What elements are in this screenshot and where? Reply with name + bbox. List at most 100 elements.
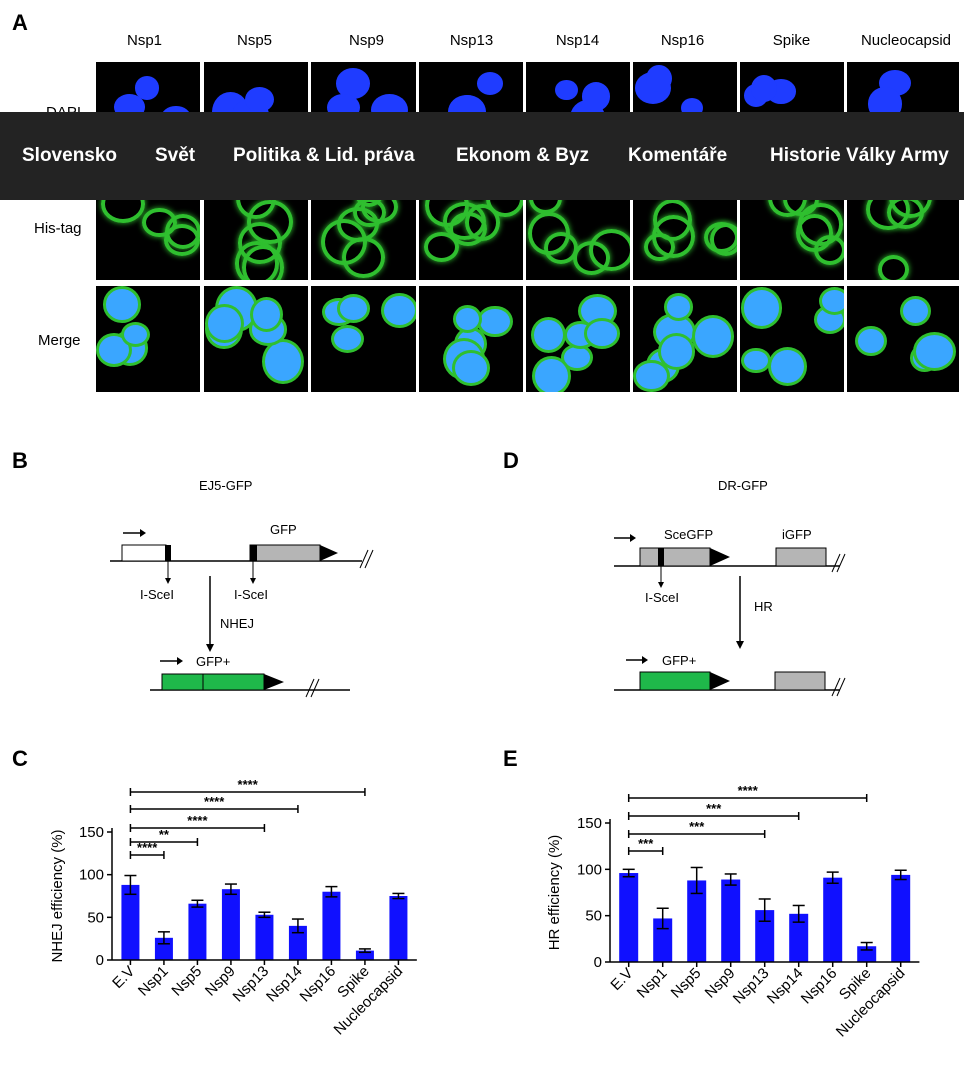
bar-nsp16: [322, 891, 341, 960]
nav-item-slovensko[interactable]: Slovensko: [22, 145, 118, 166]
x-tick-label: Nsp14: [263, 963, 306, 1006]
significance-label: ****: [137, 840, 158, 855]
nav-item-ekonom[interactable]: Ekonom & Byz: [456, 145, 590, 166]
y-tick-label: 100: [79, 867, 104, 884]
cell: [913, 331, 957, 371]
iscei-site-2: [250, 545, 257, 561]
cell: [741, 347, 771, 374]
column-label-nsp16: Nsp16: [660, 32, 705, 49]
cell: [652, 214, 695, 258]
significance-label: ***: [706, 801, 722, 816]
nav-item-politika[interactable]: Politika & Lid. práva: [233, 145, 415, 166]
cell: [204, 303, 244, 344]
significance-label: ****: [738, 783, 759, 798]
panel-c-letter: C: [12, 746, 28, 771]
cell: [663, 293, 694, 322]
significance-label: ****: [238, 777, 259, 792]
panel-b-title: EJ5-GFP: [199, 478, 253, 493]
cell: [583, 318, 621, 350]
iscei-site-2-label: I-SceI: [234, 587, 268, 602]
micrograph-his-tag-nsp5: [204, 172, 308, 280]
column-label-nsp13: Nsp13: [449, 32, 494, 49]
gfp-plus-label-d: GFP+: [662, 653, 697, 668]
column-label-nsp1: Nsp1: [126, 32, 163, 49]
cell: [448, 211, 487, 246]
cell: [244, 86, 275, 113]
cell: [691, 314, 735, 358]
bar-nsp14: [789, 913, 809, 962]
iscei-site-1: [165, 545, 171, 561]
y-tick-label: 50: [585, 908, 602, 925]
hr-label: HR: [754, 599, 773, 614]
bar-nsp5: [687, 880, 707, 962]
significance-label: ***: [689, 819, 705, 834]
x-tick-label: Nsp13: [230, 963, 273, 1006]
y-tick-label: 100: [577, 861, 602, 878]
bar-nsp16: [823, 877, 843, 962]
iscei-site-1-label: I-SceI: [140, 587, 174, 602]
nhej-label: NHEJ: [220, 616, 254, 631]
cell: [120, 321, 151, 348]
cell: [818, 287, 844, 316]
cell: [452, 350, 491, 386]
micrograph-merge-nsp13: [419, 286, 523, 392]
x-tick-label: E.V: [607, 965, 636, 994]
cell: [247, 199, 293, 244]
micrograph-merge-spike: [740, 286, 844, 392]
bar-ev: [121, 884, 140, 960]
x-tick-label: Nsp5: [168, 963, 205, 1000]
nav-item-svet[interactable]: Svět: [155, 145, 196, 166]
cell: [249, 297, 283, 333]
y-tick-label: 150: [577, 815, 602, 832]
panel-d-letter: D: [503, 448, 519, 473]
bar-nsp13: [755, 910, 775, 962]
column-label-nsp14: Nsp14: [555, 32, 600, 49]
promoter-arrowhead: [140, 529, 146, 537]
scegfp-label: SceGFP: [664, 527, 714, 542]
cell: [750, 74, 778, 103]
igfp-label: iGFP: [782, 527, 812, 542]
gfp-arrowhead: [320, 545, 338, 561]
y-tick-label: 50: [87, 909, 104, 926]
cell: [798, 203, 843, 246]
nav-item-komentare[interactable]: Komentáře: [628, 145, 728, 166]
nav-item-historie[interactable]: Historie Války Army: [770, 145, 949, 166]
cell: [854, 325, 887, 357]
cell: [555, 79, 578, 100]
significance-label: ****: [187, 813, 208, 828]
cell: [899, 295, 932, 327]
cell: [321, 219, 368, 266]
cell: [336, 294, 370, 323]
cell: [102, 286, 142, 323]
dr-gfp-construct: [614, 534, 846, 697]
bar-nucleocapsid: [891, 874, 911, 962]
ej5-gfp-construct: [110, 529, 374, 698]
y-tick-label: 150: [79, 824, 104, 841]
column-label-spike: Spike: [772, 32, 811, 49]
column-label-nsp5: Nsp5: [236, 32, 273, 49]
bar-nsp9: [721, 879, 741, 962]
gfp-box: [249, 544, 321, 562]
significance-label: **: [159, 827, 170, 842]
gfp-plus-label-b: GFP+: [196, 654, 231, 669]
promoter-box: [121, 544, 167, 562]
cell: [335, 67, 371, 99]
panel-d-title: DR-GFP: [718, 478, 768, 493]
cell: [96, 333, 133, 368]
panel-e-letter: E: [503, 746, 518, 771]
navigation-bar: Slovensko Svět Politika & Lid. práva Eko…: [0, 112, 964, 200]
cell: [476, 72, 503, 96]
cell: [381, 292, 416, 328]
row-label-merge: Merge: [38, 332, 81, 349]
micrograph-merge-nsp5: [204, 286, 308, 392]
scegfp-box: [639, 547, 711, 567]
cell: [633, 360, 670, 392]
cell: [740, 287, 783, 330]
cell: [452, 304, 483, 333]
cell: [330, 325, 365, 354]
bar-nsp9: [221, 889, 240, 960]
bar-nsp13: [255, 914, 274, 960]
